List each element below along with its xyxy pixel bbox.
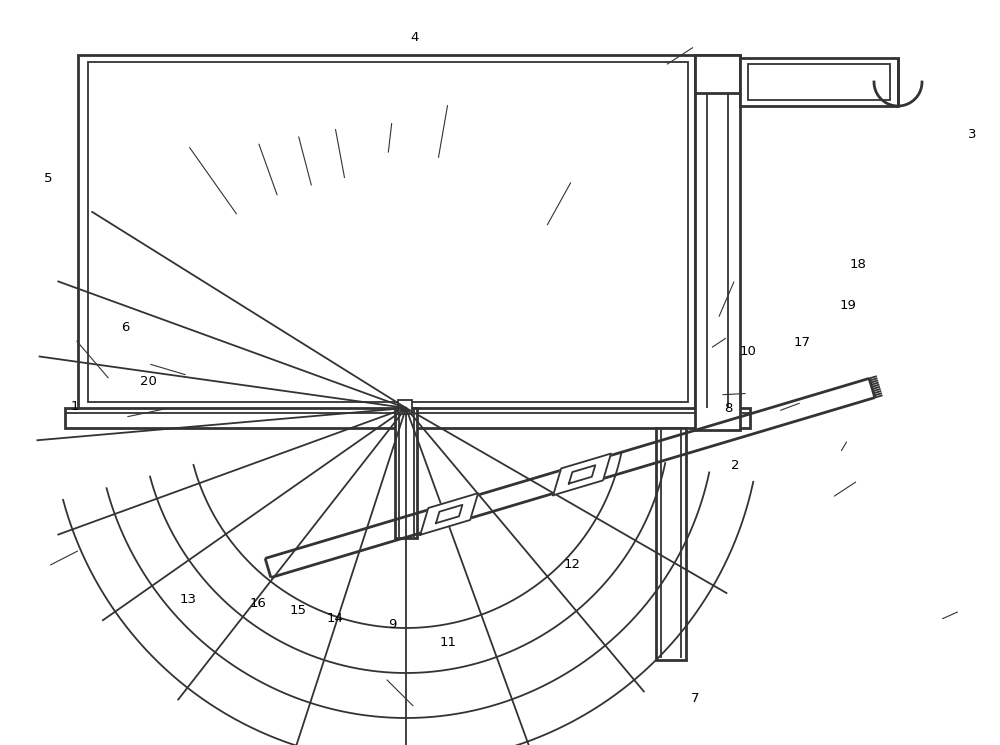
- Text: 19: 19: [840, 299, 856, 312]
- Text: 16: 16: [250, 597, 266, 610]
- Bar: [748, 64, 890, 100]
- Polygon shape: [436, 505, 462, 523]
- Bar: [398, 400, 412, 414]
- Bar: [65, 408, 750, 428]
- Bar: [695, 55, 740, 93]
- Text: 1: 1: [71, 399, 79, 413]
- Text: 18: 18: [850, 258, 866, 271]
- Text: 14: 14: [327, 612, 343, 625]
- Text: 15: 15: [290, 604, 307, 618]
- Text: 20: 20: [140, 375, 156, 388]
- Polygon shape: [420, 493, 478, 535]
- Polygon shape: [553, 454, 611, 495]
- Text: 8: 8: [724, 402, 732, 415]
- Polygon shape: [569, 465, 595, 484]
- Text: 5: 5: [44, 172, 52, 186]
- Text: 13: 13: [180, 593, 197, 606]
- Text: 7: 7: [691, 692, 699, 706]
- Text: 11: 11: [440, 635, 457, 649]
- Bar: [656, 428, 686, 660]
- Text: 9: 9: [388, 618, 396, 631]
- Text: 2: 2: [731, 459, 739, 472]
- Bar: [88, 62, 688, 402]
- Text: 12: 12: [564, 558, 580, 571]
- Text: 4: 4: [411, 31, 419, 44]
- Bar: [78, 55, 695, 410]
- Text: 17: 17: [794, 336, 810, 349]
- Bar: [740, 58, 898, 106]
- Text: 10: 10: [740, 345, 756, 358]
- Bar: [395, 408, 417, 538]
- Text: 6: 6: [121, 321, 129, 335]
- Text: 3: 3: [968, 127, 976, 141]
- Bar: [695, 55, 740, 430]
